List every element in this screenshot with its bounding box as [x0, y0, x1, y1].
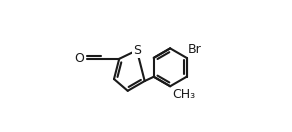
Text: Br: Br — [188, 43, 201, 56]
Text: CH₃: CH₃ — [172, 88, 195, 101]
Text: O: O — [75, 52, 85, 65]
Text: S: S — [133, 44, 141, 57]
